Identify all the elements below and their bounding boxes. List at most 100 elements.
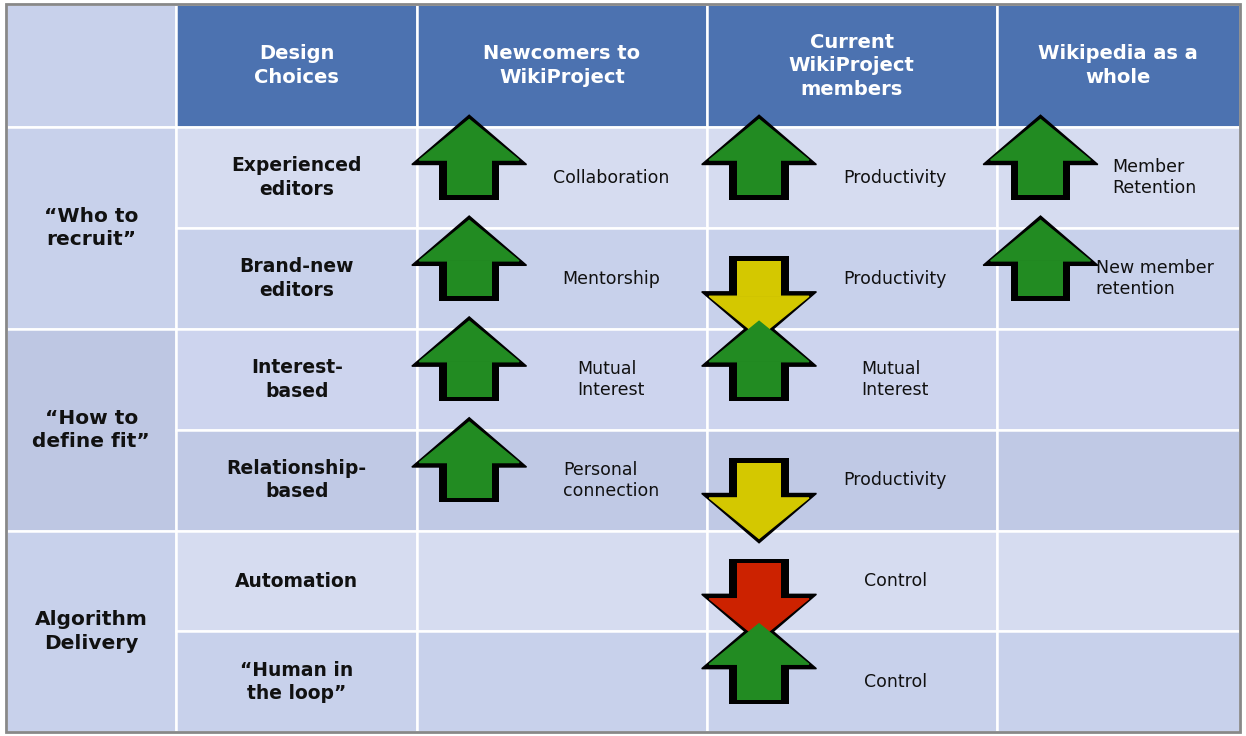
Text: Personal
connection: Personal connection (563, 461, 659, 500)
Polygon shape (420, 321, 520, 362)
Polygon shape (412, 418, 527, 467)
Bar (729, 160, 789, 200)
Text: Newcomers to
WikiProject: Newcomers to WikiProject (483, 44, 640, 87)
Bar (177, 228, 417, 329)
Polygon shape (983, 216, 1098, 266)
Polygon shape (701, 595, 816, 643)
Polygon shape (420, 120, 520, 160)
Bar (177, 4, 417, 127)
Bar (1018, 261, 1063, 297)
Bar (6, 4, 177, 127)
Bar (997, 4, 1240, 127)
Polygon shape (420, 422, 520, 463)
Bar (997, 430, 1240, 531)
Text: Control: Control (863, 673, 927, 691)
Bar (6, 127, 177, 329)
Text: Productivity: Productivity (844, 471, 947, 489)
Bar (177, 127, 417, 228)
Bar (729, 559, 789, 599)
Text: “How to
define fit”: “How to define fit” (32, 408, 151, 451)
Bar (447, 463, 492, 498)
Bar (997, 329, 1240, 430)
Bar (706, 329, 997, 430)
Text: Mutual
Interest: Mutual Interest (578, 360, 645, 399)
Bar (736, 160, 781, 196)
Polygon shape (701, 494, 816, 543)
Text: Experienced
editors: Experienced editors (232, 157, 363, 199)
Text: “Who to
recruit”: “Who to recruit” (44, 207, 138, 250)
Polygon shape (991, 120, 1090, 160)
Bar (440, 261, 500, 301)
Bar (177, 329, 417, 430)
Polygon shape (983, 115, 1098, 165)
Polygon shape (709, 120, 809, 160)
Text: Productivity: Productivity (844, 269, 947, 288)
Bar (417, 228, 706, 329)
Bar (706, 531, 997, 631)
Bar (417, 430, 706, 531)
Bar (177, 430, 417, 531)
Polygon shape (709, 498, 809, 539)
Bar (706, 631, 997, 732)
Text: Collaboration: Collaboration (553, 169, 669, 187)
Bar (706, 430, 997, 531)
Bar (417, 127, 706, 228)
Text: Control: Control (863, 572, 927, 590)
Polygon shape (412, 316, 527, 367)
Polygon shape (701, 620, 816, 668)
Bar (706, 228, 997, 329)
Text: Automation: Automation (235, 572, 359, 590)
Bar (997, 127, 1240, 228)
Polygon shape (412, 115, 527, 165)
Polygon shape (701, 115, 816, 165)
Bar (6, 531, 177, 732)
Text: Brand-new
editors: Brand-new editors (239, 258, 354, 300)
Polygon shape (991, 221, 1090, 261)
Bar (729, 362, 789, 402)
Polygon shape (709, 599, 809, 639)
Bar (1018, 160, 1063, 196)
Bar (736, 463, 781, 498)
Bar (736, 664, 781, 699)
Bar (417, 329, 706, 430)
Bar (736, 362, 781, 397)
Bar (736, 261, 781, 297)
Text: Design
Choices: Design Choices (254, 44, 339, 87)
Bar (997, 531, 1240, 631)
Bar (706, 127, 997, 228)
Text: Mentorship: Mentorship (562, 269, 660, 288)
Bar (706, 4, 997, 127)
Text: New member
retention: New member retention (1095, 259, 1214, 298)
Bar (1011, 261, 1070, 301)
Polygon shape (701, 316, 816, 367)
Text: Algorithm
Delivery: Algorithm Delivery (35, 610, 148, 653)
Bar (729, 664, 789, 704)
Text: Current
WikiProject
members: Current WikiProject members (789, 32, 915, 99)
Bar (177, 631, 417, 732)
Bar (417, 4, 706, 127)
Bar (6, 329, 177, 531)
Polygon shape (420, 221, 520, 261)
Text: “Human in
the loop”: “Human in the loop” (240, 661, 354, 703)
Bar (447, 261, 492, 297)
Bar (1011, 160, 1070, 200)
Text: Interest-
based: Interest- based (250, 358, 343, 400)
Bar (440, 362, 500, 402)
Bar (447, 160, 492, 196)
Bar (736, 564, 781, 599)
Polygon shape (709, 321, 809, 362)
Bar (729, 257, 789, 297)
Text: Member
Retention: Member Retention (1113, 158, 1197, 197)
Text: Wikipedia as a
whole: Wikipedia as a whole (1038, 44, 1199, 87)
Bar (177, 531, 417, 631)
Bar (997, 228, 1240, 329)
Polygon shape (709, 297, 809, 337)
Text: Mutual
Interest: Mutual Interest (862, 360, 930, 399)
Bar (417, 531, 706, 631)
Bar (417, 631, 706, 732)
Bar (440, 160, 500, 200)
Bar (729, 458, 789, 498)
Polygon shape (412, 216, 527, 266)
Polygon shape (709, 624, 809, 664)
Polygon shape (701, 292, 816, 342)
